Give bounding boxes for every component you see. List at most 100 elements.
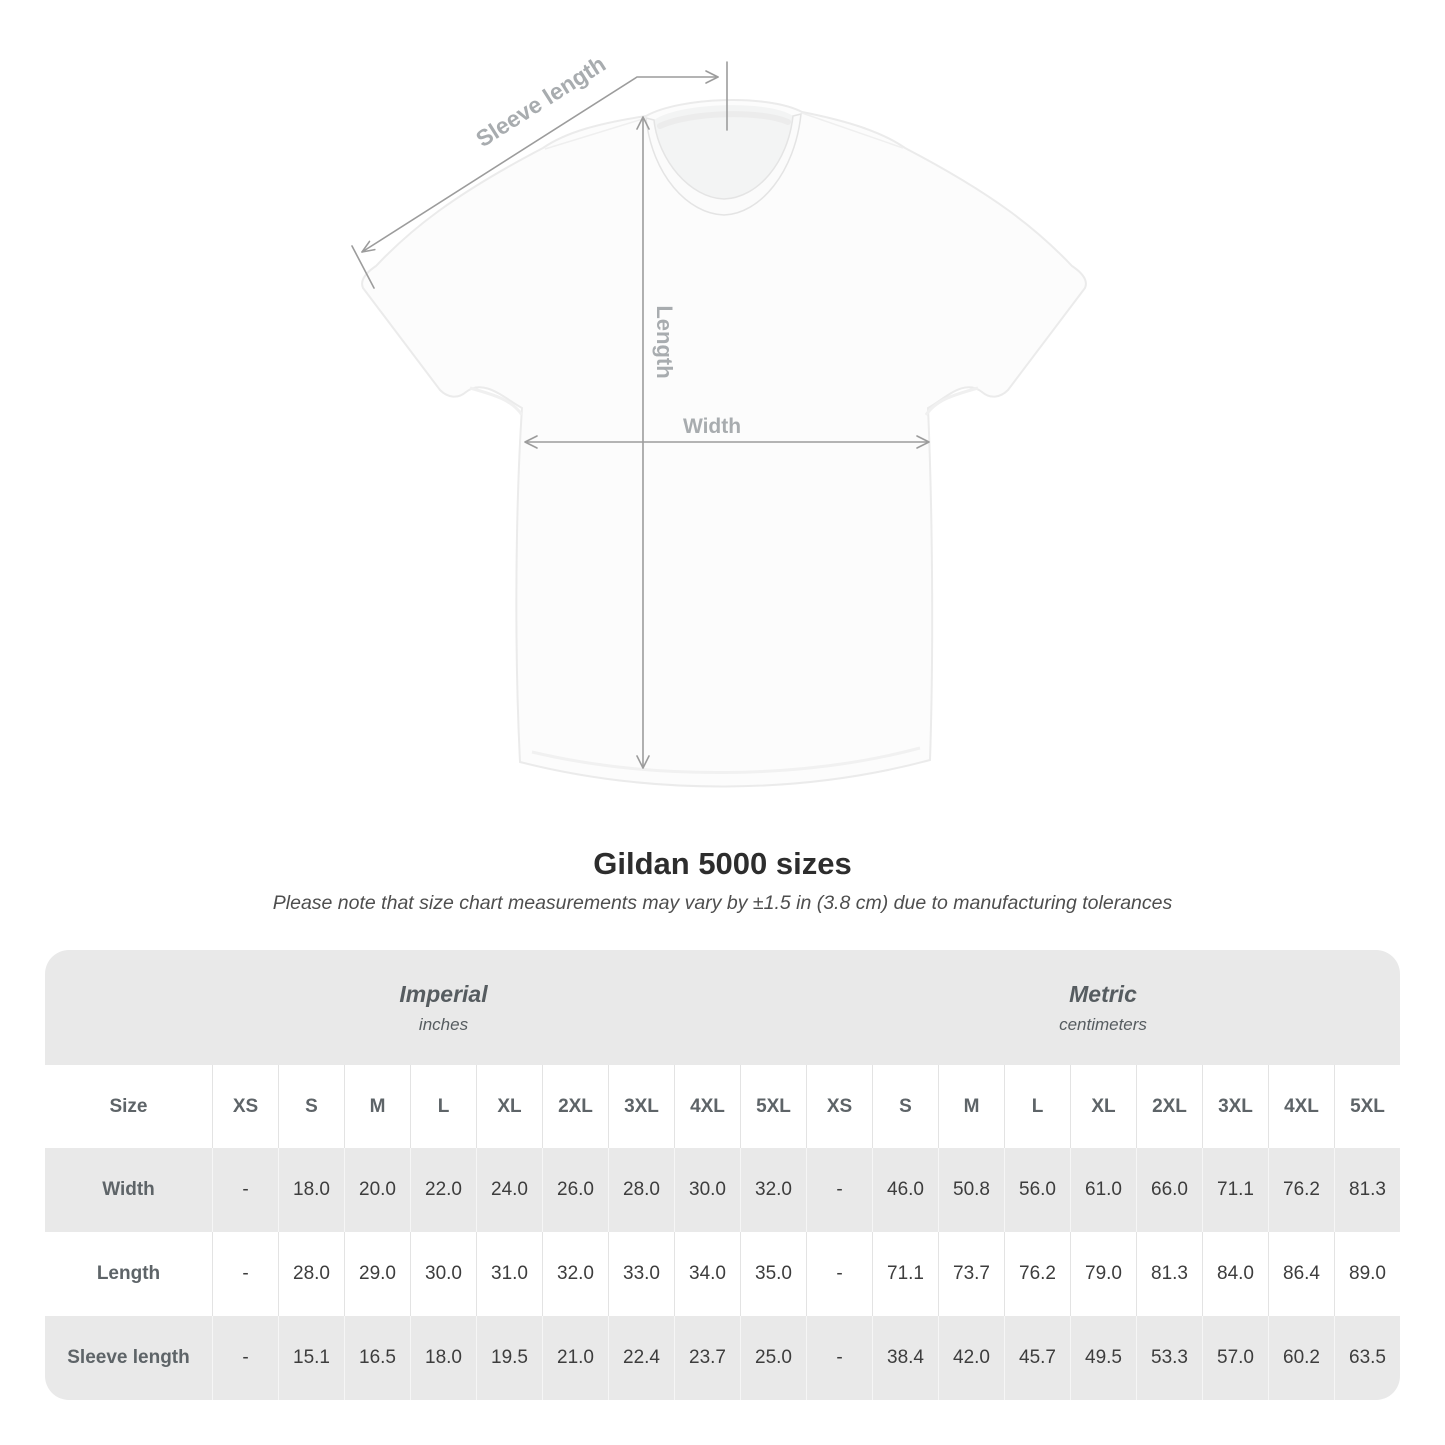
table-cell: 34.0: [674, 1232, 740, 1316]
tshirt-diagram-svg: Sleeve length Length Width: [351, 50, 1087, 788]
table-cell: 57.0: [1202, 1316, 1268, 1400]
collar-shadow: [657, 111, 791, 129]
sleeve-length-arrow: [351, 61, 728, 289]
table-cell: -: [212, 1316, 278, 1400]
table-cell: 81.3: [1334, 1148, 1400, 1232]
table-cell: 30.0: [674, 1148, 740, 1232]
table-cell: 71.1: [872, 1232, 938, 1316]
table-cell: 18.0: [278, 1148, 344, 1232]
hem-stitch: [531, 746, 921, 774]
table-cell: 81.3: [1136, 1232, 1202, 1316]
table-cell: 49.5: [1070, 1316, 1136, 1400]
table-cell: 86.4: [1268, 1232, 1334, 1316]
metric-sublabel: centimeters: [1059, 1014, 1147, 1034]
size-col: XL: [476, 1065, 542, 1148]
row-label: Length: [96, 1263, 161, 1284]
metric-label: Metric: [1069, 980, 1137, 1007]
table-cell: 15.1: [278, 1316, 344, 1400]
size-col: M: [344, 1065, 410, 1148]
length-row: Length - 28.0 29.0 30.0 31.0 32.0 33.0 3…: [45, 1232, 1400, 1316]
table-cell: 16.5: [344, 1316, 410, 1400]
table-cell: 22.0: [410, 1148, 476, 1232]
sleeve-end-tick: [351, 245, 375, 289]
table-cell: 28.0: [608, 1148, 674, 1232]
table-cell: 42.0: [938, 1316, 1004, 1400]
table-cell: 22.4: [608, 1316, 674, 1400]
tshirt-body: [361, 99, 1087, 788]
shoulder-seam-right: [801, 112, 904, 149]
collar-opening: [654, 105, 793, 199]
width-label: Width: [683, 415, 741, 438]
table-cell: 38.4: [872, 1316, 938, 1400]
table-cell: 84.0: [1202, 1232, 1268, 1316]
tshirt-illustration: [361, 99, 1087, 788]
title-block: Gildan 5000 sizes Please note that size …: [0, 845, 1445, 915]
page-title: Gildan 5000 sizes: [593, 846, 852, 881]
size-col: S: [872, 1065, 938, 1148]
table-cell: 71.1: [1202, 1148, 1268, 1232]
table-cell: 18.0: [410, 1316, 476, 1400]
table-cell: -: [806, 1148, 872, 1232]
imperial-label: Imperial: [399, 980, 488, 1007]
table-cell: 30.0: [410, 1232, 476, 1316]
table-cell: 76.2: [1268, 1148, 1334, 1232]
collar-ribbing: [645, 113, 802, 216]
size-table: Imperial inches Metric centimeters Size …: [45, 950, 1400, 1400]
size-col: M: [938, 1065, 1004, 1148]
size-col: 3XL: [1202, 1065, 1268, 1148]
table-cell: 25.0: [740, 1316, 806, 1400]
table-cell: 50.8: [938, 1148, 1004, 1232]
table-cell: 29.0: [344, 1232, 410, 1316]
table-cell: 63.5: [1334, 1316, 1400, 1400]
table-cell: 56.0: [1004, 1148, 1070, 1232]
table-cell: 89.0: [1334, 1232, 1400, 1316]
size-col: L: [1004, 1065, 1070, 1148]
table-cell: 32.0: [740, 1148, 806, 1232]
measurement-overlay: [351, 61, 930, 769]
fold-right: [924, 386, 979, 416]
size-col: XL: [1070, 1065, 1136, 1148]
length-label: Length: [652, 305, 677, 378]
table-cell: 61.0: [1070, 1148, 1136, 1232]
table-cell: 35.0: [740, 1232, 806, 1316]
table-cell: 66.0: [1136, 1148, 1202, 1232]
table-cell: 53.3: [1136, 1316, 1202, 1400]
table-cell: 31.0: [476, 1232, 542, 1316]
table-cell: 60.2: [1268, 1316, 1334, 1400]
table-cell: 79.0: [1070, 1232, 1136, 1316]
row-label: Sleeve length: [67, 1347, 190, 1368]
fold-left: [469, 386, 524, 416]
table-cell: -: [212, 1232, 278, 1316]
metric-header: Metric centimeters: [806, 950, 1400, 1065]
size-col: 2XL: [542, 1065, 608, 1148]
table-cell: 23.7: [674, 1316, 740, 1400]
tshirt-measurement-diagram: Sleeve length Length Width: [351, 50, 1087, 788]
table-cell: 20.0: [344, 1148, 410, 1232]
table-cell: 19.5: [476, 1316, 542, 1400]
size-column-header: Size: [109, 1095, 148, 1117]
table-cell: 73.7: [938, 1232, 1004, 1316]
size-col: 5XL: [1334, 1065, 1400, 1148]
sleeve-length-row: Sleeve length - 15.1 16.5 18.0 19.5 21.0…: [45, 1316, 1400, 1400]
table-cell: 76.2: [1004, 1232, 1070, 1316]
size-col: 5XL: [740, 1065, 806, 1148]
units-header-row: Imperial inches Metric centimeters: [45, 950, 1400, 1065]
table-cell: 28.0: [278, 1232, 344, 1316]
imperial-header: Imperial inches: [45, 950, 806, 1065]
imperial-sublabel: inches: [418, 1014, 469, 1034]
table-cell: -: [212, 1148, 278, 1232]
width-row: Width - 18.0 20.0 22.0 24.0 26.0 28.0 30…: [45, 1148, 1400, 1232]
table-cell: -: [806, 1232, 872, 1316]
table-cell: 32.0: [542, 1232, 608, 1316]
row-label: Width: [102, 1179, 155, 1200]
size-col: 2XL: [1136, 1065, 1202, 1148]
table-cell: 46.0: [872, 1148, 938, 1232]
table-cell: 21.0: [542, 1316, 608, 1400]
size-col: 3XL: [608, 1065, 674, 1148]
size-col: L: [410, 1065, 476, 1148]
size-col: S: [278, 1065, 344, 1148]
size-col: XS: [212, 1065, 278, 1148]
table-cell: 24.0: [476, 1148, 542, 1232]
table-cell: 45.7: [1004, 1316, 1070, 1400]
table-cell: 26.0: [542, 1148, 608, 1232]
